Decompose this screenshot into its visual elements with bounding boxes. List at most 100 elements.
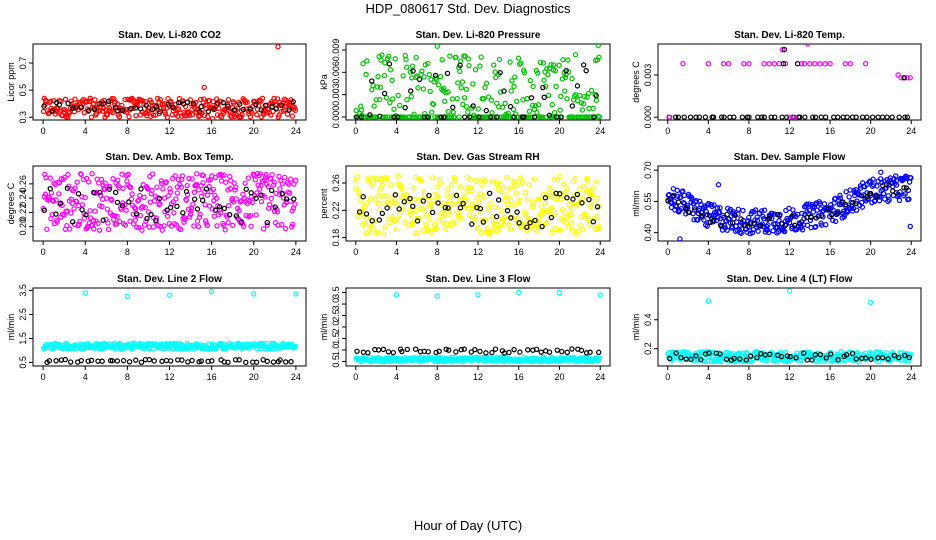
data-point — [896, 114, 902, 120]
data-point — [687, 114, 694, 120]
data-point — [704, 211, 710, 218]
data-point — [868, 356, 874, 362]
data-point — [466, 62, 472, 69]
data-point — [806, 201, 812, 207]
data-point — [477, 191, 484, 197]
data-point — [216, 204, 223, 210]
data-point — [411, 111, 417, 117]
data-point — [594, 204, 601, 210]
data-point — [500, 184, 507, 191]
data-point — [86, 107, 92, 114]
data-point — [470, 103, 476, 109]
data-point — [489, 110, 495, 116]
data-point — [568, 212, 574, 218]
plot-frame — [345, 43, 611, 121]
data-point — [435, 82, 442, 88]
data-point — [448, 182, 455, 188]
data-point — [124, 293, 131, 300]
data-point — [410, 221, 416, 228]
data-point — [164, 114, 171, 120]
data-point — [209, 206, 216, 212]
data-point — [208, 288, 215, 295]
data-point — [546, 349, 553, 355]
x-tick-label: 20 — [554, 126, 564, 136]
data-point — [189, 112, 196, 118]
data-point — [596, 54, 602, 60]
data-point — [908, 175, 914, 181]
data-point — [466, 212, 473, 218]
data-point — [822, 114, 829, 120]
data-point — [907, 75, 913, 81]
data-point — [585, 90, 592, 97]
data-point — [519, 179, 526, 186]
data-point — [528, 95, 535, 101]
data-point — [420, 198, 427, 204]
panel-title: Stan. Dev. Li-820 Pressure — [416, 30, 541, 41]
data-point — [385, 349, 392, 355]
x-tick-label: 12 — [473, 126, 483, 136]
data-point — [572, 192, 578, 198]
data-point — [197, 96, 204, 103]
data-point — [420, 86, 427, 92]
data-point — [107, 357, 114, 364]
x-tick-label: 16 — [825, 247, 835, 257]
data-point — [380, 200, 386, 207]
data-point — [480, 96, 487, 102]
data-point — [395, 114, 401, 120]
data-point — [153, 217, 159, 224]
data-point — [812, 114, 819, 120]
panel-temp: Stan. Dev. Li-820 Temp. 0 4 8 12 16 20 24 0.000 0… — [631, 30, 922, 136]
data-point — [388, 194, 395, 201]
data-point — [283, 97, 289, 104]
data-point — [50, 198, 57, 204]
data-point — [863, 355, 869, 361]
data-point — [697, 198, 703, 205]
data-point — [895, 72, 901, 78]
data-point — [735, 206, 742, 213]
data-point — [281, 174, 288, 181]
data-point — [358, 107, 365, 113]
data-point — [437, 73, 444, 80]
data-point — [859, 114, 866, 120]
data-point — [213, 195, 220, 202]
data-point — [283, 196, 290, 202]
data-point — [47, 186, 53, 192]
data-point — [53, 358, 59, 364]
panel-rh: Stan. Dev. Gas Stream RH 0 4 8 12 16 20 24 0.18 0… — [319, 152, 611, 257]
data-point — [159, 358, 165, 365]
data-point — [765, 229, 772, 236]
data-point — [66, 110, 73, 116]
data-point — [64, 185, 71, 191]
data-point — [511, 346, 517, 353]
data-point — [875, 114, 881, 120]
data-point — [461, 95, 468, 101]
data-point — [105, 98, 112, 105]
data-point — [373, 97, 379, 103]
data-point — [465, 109, 471, 115]
data-point — [480, 219, 487, 225]
data-point — [835, 356, 841, 363]
data-point — [768, 114, 774, 120]
data-point — [149, 171, 156, 177]
data-point — [478, 230, 484, 236]
data-point — [828, 351, 834, 357]
x-tick-label: 24 — [291, 126, 301, 136]
data-point — [157, 96, 164, 103]
data-point — [732, 212, 738, 218]
data-point — [147, 113, 154, 120]
data-point — [870, 176, 876, 182]
data-point — [742, 223, 748, 229]
data-point — [225, 103, 231, 109]
data-point — [552, 210, 559, 216]
y-tick-label: 0.7 — [18, 57, 28, 70]
x-tick-label: 12 — [784, 372, 794, 382]
data-point — [395, 92, 401, 99]
data-point — [675, 199, 682, 205]
data-point — [139, 227, 145, 233]
data-point — [492, 69, 498, 75]
data-point — [485, 205, 492, 211]
data-point — [403, 191, 410, 198]
data-point — [369, 225, 375, 231]
data-point — [554, 347, 560, 353]
